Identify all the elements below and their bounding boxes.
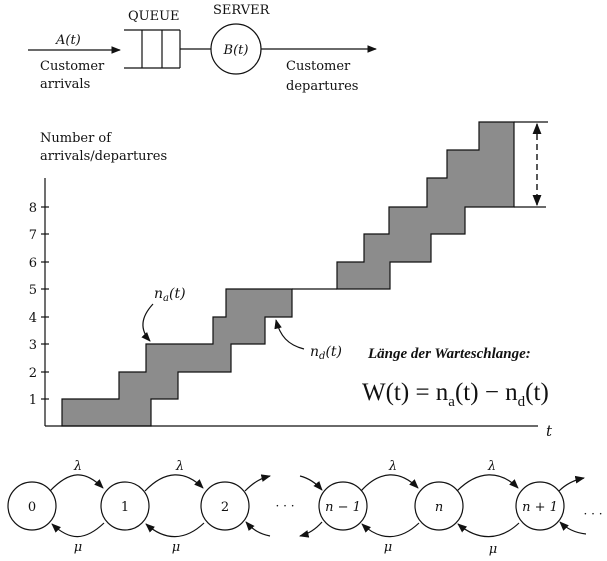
ellipsis-end: · · · — [583, 507, 602, 521]
state-node — [414, 481, 464, 531]
server-symbol: B(t) — [223, 43, 249, 58]
backward-arrow — [145, 522, 205, 538]
state-node — [7, 481, 57, 531]
backward-arrow — [457, 522, 520, 538]
annotation-title: Länge der Warteschlange: — [367, 346, 531, 362]
forward-transitions — [49, 474, 585, 492]
lambda-label: λ — [487, 459, 496, 474]
state-node — [318, 481, 368, 531]
forward-arrow — [558, 475, 585, 492]
y-tick-label: 6 — [29, 256, 37, 271]
backward-arrow — [299, 521, 323, 538]
y-tick-label: 5 — [29, 283, 37, 298]
departure-caption-line2: departures — [286, 79, 358, 94]
state-node — [515, 481, 565, 531]
state-label: 1 — [121, 500, 129, 515]
arrival-caption-line1: Customer — [40, 59, 105, 74]
y-tick-labels: 1 2 3 4 5 6 7 8 — [29, 201, 37, 408]
shaded-steps — [61, 121, 515, 427]
state-nodes — [7, 481, 565, 531]
y-tick-label: 2 — [29, 366, 37, 381]
backward-arrow — [361, 522, 420, 538]
mu-label: μ — [172, 540, 180, 555]
forward-arrow — [360, 474, 419, 492]
state-label: n − 1 — [325, 500, 361, 515]
y-axis-label-line1: Number of — [40, 131, 112, 146]
queue-area-2 — [336, 121, 515, 290]
state-node — [100, 481, 150, 531]
x-axis-label: t — [546, 422, 553, 440]
ellipsis-middle: · · · — [275, 499, 294, 513]
state-node — [200, 481, 250, 531]
server-label: SERVER — [213, 3, 271, 18]
birth-death-chain: 0 1 2 n − 1 n n + 1 λ — [7, 459, 603, 557]
y-tick-label: 3 — [29, 338, 37, 353]
queue-label: QUEUE — [128, 9, 180, 24]
lambda-label: λ — [388, 459, 397, 474]
state-label: 2 — [221, 500, 229, 515]
arrivals-curve-label: na(t) — [154, 286, 186, 304]
mu-label: μ — [489, 542, 497, 557]
lambda-label: λ — [73, 459, 82, 474]
y-tick-label: 8 — [29, 201, 37, 216]
y-axis-label-line2: arrivals/departures — [40, 149, 167, 164]
rate-labels: λ λ λ λ μ μ μ μ — [73, 459, 497, 557]
forward-arrow — [144, 474, 204, 492]
y-tick-label: 4 — [29, 311, 37, 326]
state-label: n — [435, 500, 443, 515]
step-chart: Number of arrivals/departures t 1 2 3 4 … — [29, 121, 553, 440]
departures-curve-label: nd(t) — [310, 344, 342, 362]
queue-area-1 — [61, 288, 293, 427]
forward-arrow — [49, 474, 104, 492]
queue-length-formula: W(t) = na(t) − nd(t) — [362, 379, 549, 410]
backward-arrow — [245, 521, 271, 537]
queue-server-diagram: A(t) Customer arrivals QUEUE SERVER B(t)… — [28, 3, 377, 94]
y-tick-label: 1 — [29, 393, 37, 408]
state-labels: 0 1 2 n − 1 n n + 1 — [28, 500, 558, 515]
departures-pointer-arrow — [274, 319, 305, 350]
state-label: 0 — [28, 500, 36, 515]
state-label: n + 1 — [522, 500, 558, 515]
backward-transitions — [51, 521, 587, 538]
lambda-label: λ — [175, 459, 184, 474]
y-tick-label: 7 — [29, 228, 37, 243]
y-ticks — [41, 206, 49, 400]
mu-label: μ — [384, 540, 392, 555]
forward-arrow — [299, 475, 323, 491]
forward-arrow — [456, 474, 519, 492]
departure-caption-line1: Customer — [286, 59, 351, 74]
mu-label: μ — [74, 540, 82, 555]
arrival-label: A(t) — [55, 33, 81, 48]
backward-arrow — [51, 522, 105, 538]
backward-arrow — [559, 521, 587, 535]
arrival-caption-line2: arrivals — [40, 77, 90, 92]
forward-arrow — [244, 474, 271, 492]
queue-buffer — [124, 29, 181, 69]
arrivals-pointer-arrow — [141, 303, 154, 342]
